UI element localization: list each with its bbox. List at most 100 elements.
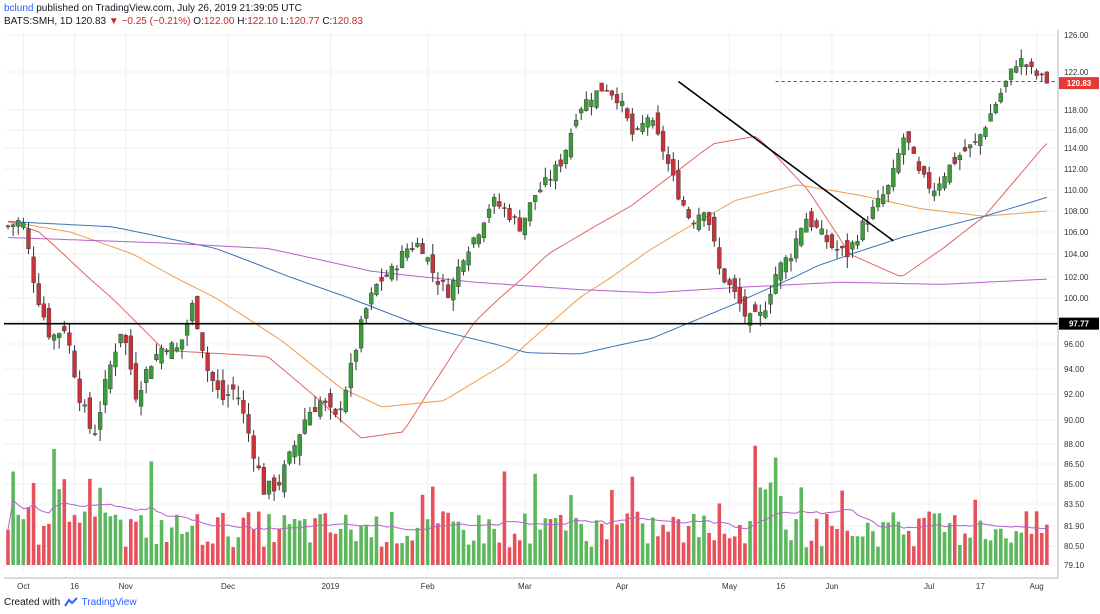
candle-body: [87, 397, 93, 429]
candle-body: [215, 380, 220, 391]
candle-body: [993, 103, 998, 114]
volume-bar: [942, 531, 947, 565]
candle-body: [911, 146, 916, 154]
candle-body: [108, 364, 113, 390]
candle-body: [901, 137, 906, 155]
x-tick-label: Aug: [1030, 582, 1044, 591]
candle-body: [799, 228, 804, 246]
annotations: [4, 80, 1058, 325]
volume-bar: [763, 489, 768, 565]
candle-body: [834, 249, 840, 251]
volume-bar: [129, 519, 133, 565]
x-tick-label: Apr: [616, 582, 629, 591]
y-tick-label: 114.00: [1064, 144, 1088, 153]
y-tick-label: 85.00: [1064, 480, 1085, 489]
volume-bar: [773, 457, 778, 565]
volume-bar: [691, 513, 696, 565]
candle-body: [169, 342, 174, 359]
tradingview-brand[interactable]: TradingView: [81, 597, 137, 608]
volume-bar: [835, 529, 839, 565]
volume-bar: [732, 536, 737, 565]
candle-body: [389, 266, 394, 280]
candle-body: [568, 133, 574, 158]
volume-bar: [952, 515, 957, 565]
volume-bar: [98, 487, 102, 565]
volume-bar: [784, 529, 788, 565]
candle-body: [384, 274, 389, 277]
candle-body: [967, 144, 973, 149]
candle-body: [497, 201, 502, 207]
volume-bar: [865, 522, 870, 565]
volume-bar: [845, 530, 850, 565]
y-tick-label: 81.90: [1064, 522, 1085, 531]
volume-bar: [558, 514, 563, 565]
volume-bar: [973, 499, 978, 565]
volume-bar: [21, 519, 26, 565]
y-tick-label: 96.00: [1064, 340, 1085, 349]
volume-bar: [31, 483, 36, 565]
volume-bar: [144, 537, 148, 565]
volume-bar: [610, 489, 614, 565]
candle-body: [399, 250, 405, 268]
volume-bar: [236, 537, 241, 565]
volume-bar: [338, 528, 343, 565]
volume-bar: [876, 546, 880, 565]
candle-body: [200, 332, 205, 351]
volume-bar: [42, 525, 46, 565]
candle-body: [671, 159, 676, 176]
ma-line: [7, 196, 1048, 355]
candle-body: [686, 209, 691, 219]
ma-line: [7, 135, 1048, 439]
volume-bar: [430, 486, 435, 565]
volume-bar: [93, 516, 97, 565]
volume-bar: [36, 544, 41, 565]
candle-body: [292, 445, 297, 458]
symbol-label: BATS:SMH, 1D: [4, 16, 73, 27]
ma-line: [7, 184, 1047, 408]
volume-bar: [113, 514, 118, 565]
y-tick-label: 122.00: [1064, 68, 1089, 77]
volume-bar: [871, 531, 875, 565]
volume-bar: [794, 519, 798, 565]
volume-bar: [88, 478, 92, 565]
x-tick-label: Oct: [17, 582, 30, 591]
volume-bar: [625, 513, 630, 565]
volume-bar: [241, 517, 246, 565]
volume-bar: [543, 518, 548, 565]
volume-bar: [594, 520, 599, 565]
volume-bar: [185, 531, 189, 565]
candle-body: [133, 363, 139, 400]
y-tick-label: 126.00: [1064, 31, 1089, 40]
support-price-tag-bg: [1059, 317, 1099, 330]
volume-bar: [410, 540, 415, 565]
candle-body: [998, 93, 1003, 103]
candle-body: [788, 258, 794, 262]
candle-body: [149, 366, 154, 379]
volume-bar: [548, 519, 553, 565]
candle-body: [241, 399, 246, 414]
candle-body: [236, 397, 241, 400]
open-label: O:: [193, 16, 204, 27]
candle-body: [558, 159, 563, 167]
candle-body: [51, 334, 57, 341]
volume-bar: [395, 543, 399, 565]
volume-bar: [748, 521, 752, 565]
candle-body: [589, 99, 594, 108]
volume-bar: [195, 514, 200, 565]
chart-header: bclund published on TradingView.com, Jul…: [0, 0, 1100, 30]
candle-body: [543, 177, 548, 186]
candle-body: [947, 164, 952, 183]
author-link[interactable]: bclund: [4, 3, 34, 14]
volume-bar: [441, 511, 445, 565]
candle-body: [225, 394, 231, 396]
y-tick-label: 104.00: [1064, 250, 1089, 259]
volume-bar: [369, 537, 374, 565]
candle-body: [159, 347, 164, 364]
candle-body: [824, 235, 829, 243]
x-tick-label: 2019: [322, 582, 340, 591]
candle-body: [778, 262, 783, 281]
volume-bar: [712, 540, 717, 565]
candle-body: [609, 90, 615, 96]
close-label: C:: [322, 16, 333, 27]
